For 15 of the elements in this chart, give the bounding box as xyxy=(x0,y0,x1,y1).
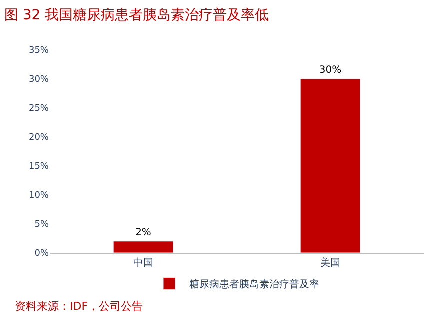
y-tick-label: 30% xyxy=(28,75,50,86)
y-tick-label: 15% xyxy=(28,162,50,172)
y-tick-label: 25% xyxy=(28,104,50,114)
data-label: 2% xyxy=(136,227,152,238)
text: 资料来源：IDF，公司公告 xyxy=(15,300,144,313)
y-tick-label: 35% xyxy=(28,46,50,56)
y-tick-label: 0% xyxy=(34,249,50,260)
y-tick-label: 10% xyxy=(28,191,50,202)
chart-title: 图 32 我国糖尿病患者胰岛素治疗普及率低 xyxy=(4,6,270,24)
x-tick-label: 中国 xyxy=(134,257,154,269)
legend-label: 糖尿病患者胰岛素治疗普及率 xyxy=(190,278,320,291)
data-label: 30% xyxy=(319,65,342,76)
x-tick-label: 美国 xyxy=(320,257,340,269)
y-tick-label: 20% xyxy=(28,133,50,144)
y-tick-label: 5% xyxy=(34,220,50,230)
